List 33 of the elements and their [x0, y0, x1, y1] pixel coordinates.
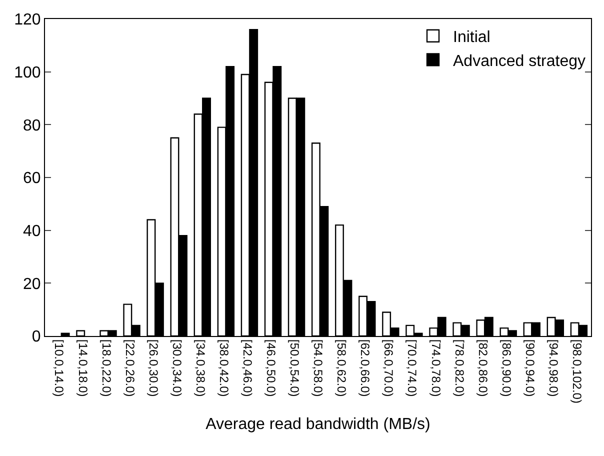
x-tick-label: [38.0,42.0)	[216, 339, 231, 397]
x-tick-label: [42.0,46.0)	[240, 339, 254, 397]
y-tick-label: 20	[23, 276, 41, 293]
x-tick-label: [22.0,26.0)	[122, 339, 137, 397]
legend-label: Initial	[453, 29, 490, 46]
y-tick-label: 80	[23, 117, 41, 134]
x-tick-label: [90.0,94.0)	[522, 339, 537, 397]
x-tick-label: [50.0,54.0)	[288, 339, 302, 397]
x-axis-title: Average read bandwidth (MB/s)	[206, 416, 430, 434]
y-tick-label: 100	[14, 64, 41, 82]
y-tick-label: 0	[32, 328, 41, 346]
x-tick-label: [62.0,66.0)	[358, 339, 372, 397]
x-tick-label: [14.0,18.0)	[76, 339, 90, 397]
x-tick-label: [46.0,50.0)	[264, 339, 278, 397]
x-tick-label: [18.0,22.0)	[99, 339, 114, 397]
x-tick-label: [94.0,98.0)	[546, 339, 560, 397]
y-tick-label: 60	[23, 170, 41, 188]
x-tick-label: [86.0,90.0)	[499, 339, 514, 397]
y-tick-label: 40	[23, 222, 41, 240]
x-tick-label: [58.0,62.0)	[334, 339, 349, 397]
x-tick-label: [70.0,74.0)	[405, 339, 420, 397]
x-tick-label: [54.0,58.0)	[311, 339, 326, 397]
x-tick-label: [78.0,82.0)	[452, 339, 466, 397]
x-tick-label: [66.0,70.0)	[382, 339, 396, 397]
x-tick-label: [30.0,34.0)	[170, 339, 184, 397]
x-tick-label: [34.0,38.0)	[193, 339, 208, 397]
x-tick-label: [82.0,86.0)	[476, 339, 490, 397]
x-tick-label: [74.0,78.0)	[428, 339, 443, 397]
y-tick-label: 120	[14, 12, 41, 29]
x-tick-label: [10.0,14.0)	[52, 339, 66, 397]
x-tick-label: [98.0,102.0)	[570, 339, 584, 404]
x-tick-label: [26.0,30.0)	[146, 339, 160, 397]
legend-label: Advanced strategy	[453, 52, 586, 70]
